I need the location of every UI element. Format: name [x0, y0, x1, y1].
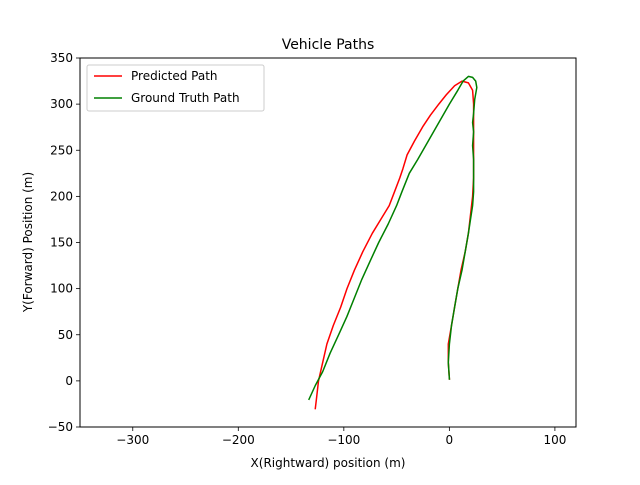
- y-tick-label: 350: [50, 51, 73, 65]
- y-tick-label: 300: [50, 97, 73, 111]
- series-line-1: [308, 75, 478, 401]
- x-tick-label: −100: [327, 433, 360, 447]
- y-tick-label: 200: [50, 189, 73, 203]
- y-tick-label: 50: [58, 328, 73, 342]
- y-tick-label: −50: [48, 420, 73, 434]
- legend: Predicted Path Ground Truth Path: [86, 64, 265, 112]
- x-tick-label: −200: [222, 433, 255, 447]
- legend-label-predicted-path: Predicted Path: [131, 69, 218, 83]
- y-tick-label: 150: [50, 236, 73, 250]
- x-tick-label: 0: [446, 433, 454, 447]
- legend-label-ground-truth-path: Ground Truth Path: [131, 91, 240, 105]
- x-tick-label: 100: [543, 433, 566, 447]
- x-axis-label: X(Rightward) position (m): [251, 456, 406, 470]
- ticks-layer: −300 −200 −100 0 100 −50 0 50 100 150 200 250 300 350: [48, 51, 567, 447]
- x-tick-label: −300: [116, 433, 149, 447]
- series-line-0: [314, 80, 475, 410]
- y-tick-label: 100: [50, 282, 73, 296]
- legend-box: [86, 64, 265, 112]
- y-axis-label: Y(Forward) Position (m): [21, 172, 35, 313]
- y-tick-label: 250: [50, 143, 73, 157]
- plot-layer: [308, 75, 478, 410]
- y-tick-label: 0: [65, 374, 73, 388]
- chart-title: Vehicle Paths: [282, 37, 375, 53]
- plot-frame: [79, 57, 577, 428]
